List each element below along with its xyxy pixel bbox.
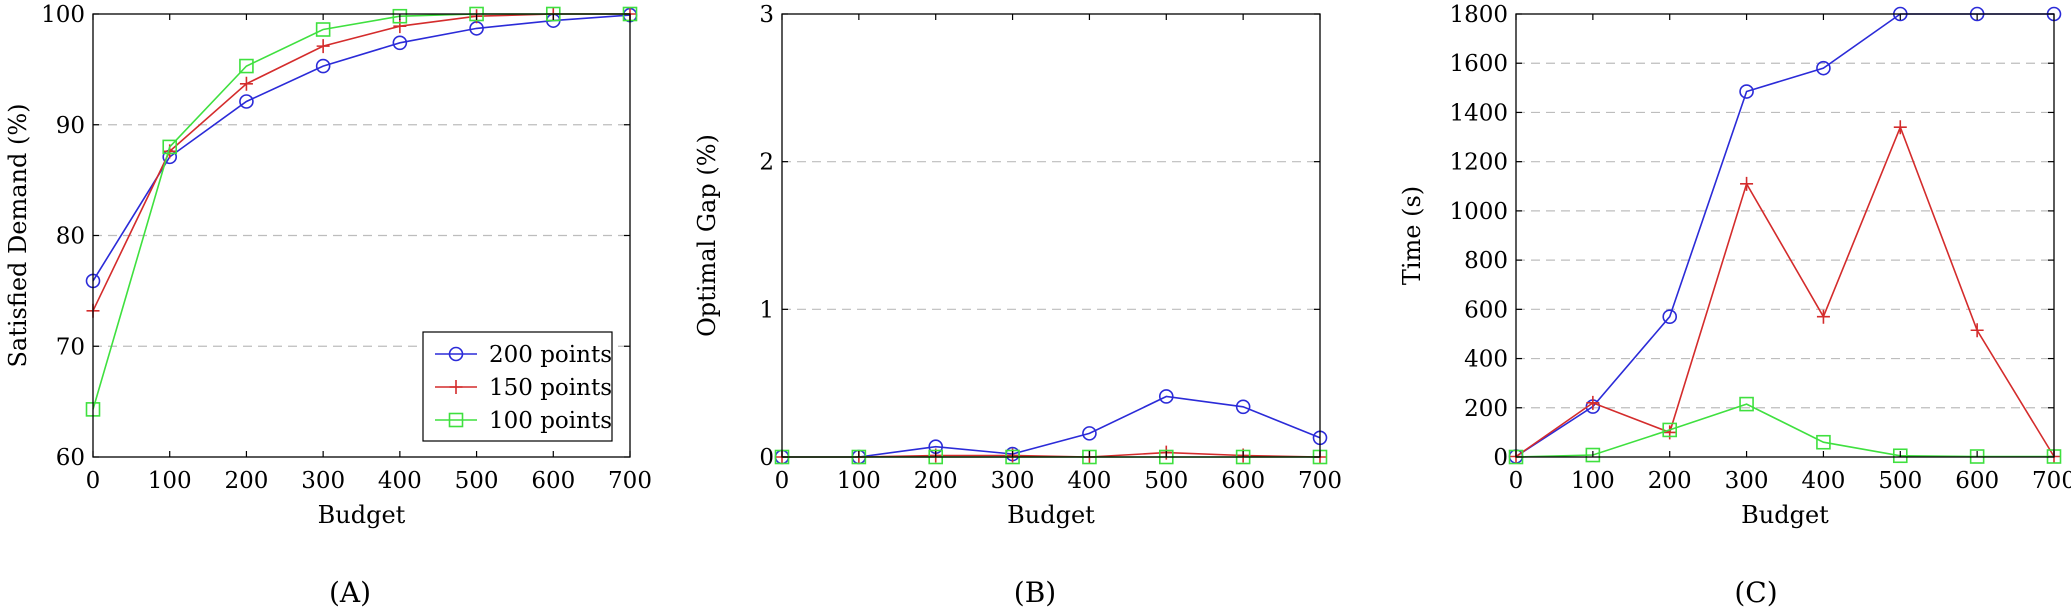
data-point xyxy=(392,8,408,24)
x-tick-label: 500 xyxy=(1144,468,1188,494)
y-tick-label: 70 xyxy=(56,334,85,360)
x-tick-label: 0 xyxy=(86,468,101,494)
subfigure-caption: (A) xyxy=(329,576,371,609)
x-tick-label: 700 xyxy=(608,468,652,494)
data-point xyxy=(393,19,407,34)
y-tick-label: 1800 xyxy=(1449,2,1508,28)
y-tick-label: 1400 xyxy=(1449,100,1508,126)
data-point xyxy=(1235,399,1251,415)
y-tick-label: 0 xyxy=(759,445,774,471)
x-tick-label: 0 xyxy=(775,468,790,494)
data-point xyxy=(315,22,331,37)
data-point xyxy=(1663,425,1677,440)
data-point xyxy=(239,76,253,91)
y-tick-label: 600 xyxy=(1464,297,1508,323)
x-tick-label: 200 xyxy=(914,468,958,494)
y-tick-label: 1 xyxy=(759,297,774,323)
data-point xyxy=(239,94,254,109)
y-tick-label: 0 xyxy=(1493,445,1508,471)
x-tick-label: 100 xyxy=(1571,468,1615,494)
x-tick-label: 500 xyxy=(1878,468,1922,494)
x-tick-label: 200 xyxy=(224,468,268,494)
x-tick-label: 700 xyxy=(1298,468,1342,494)
data-point xyxy=(1892,448,1908,464)
x-tick-label: 0 xyxy=(1509,468,1524,494)
data-point xyxy=(239,58,254,74)
data-point xyxy=(392,35,408,51)
data-point xyxy=(1816,434,1831,450)
data-point xyxy=(1662,309,1678,325)
series-group xyxy=(774,389,1328,465)
y-axis-label: Time (s) xyxy=(1398,186,1426,285)
x-tick-label: 600 xyxy=(531,468,575,494)
y-tick-label: 1000 xyxy=(1449,199,1508,225)
data-point xyxy=(1740,176,1754,191)
y-tick-label: 200 xyxy=(1464,396,1508,422)
x-tick-label: 600 xyxy=(1221,468,1265,494)
series-group xyxy=(1508,6,2062,465)
y-tick-label: 800 xyxy=(1464,248,1508,274)
x-tick-label: 500 xyxy=(455,468,499,494)
x-tick-label: 100 xyxy=(837,468,881,494)
x-axis-label: Budget xyxy=(1007,501,1095,529)
chart-panel-2: 0 100 200 300 400 500 600 700 0 1 2 3 Budget Optimal … xyxy=(693,2,1342,609)
legend-swatch-marker xyxy=(448,346,464,362)
x-tick-label: 400 xyxy=(1801,468,1845,494)
data-point xyxy=(315,58,331,74)
legend-entry: 150 points xyxy=(489,375,612,401)
x-tick-label: 300 xyxy=(1725,468,1769,494)
y-axis-label: Optimal Gap (%) xyxy=(693,134,721,337)
series-line-200-points xyxy=(1515,13,2054,458)
y-tick-label: 90 xyxy=(56,113,85,139)
data-point xyxy=(1586,395,1600,410)
data-point xyxy=(1816,309,1830,324)
legend: 200 points 150 points 100 points xyxy=(422,331,613,442)
series-line-200-points xyxy=(782,395,1321,458)
chart-panel-1: 0 100 200 300 400 500 600 700 60 70 80 90 100 Budget S… xyxy=(4,2,652,609)
y-tick-label: 80 xyxy=(56,224,85,250)
y-axis-label: Satisfied Demand (%) xyxy=(4,103,32,367)
series-line-200-points xyxy=(92,14,631,282)
data-point xyxy=(1893,120,1907,135)
data-point xyxy=(162,139,178,155)
x-tick-label: 300 xyxy=(991,468,1035,494)
x-tick-label: 700 xyxy=(2032,468,2071,494)
data-point xyxy=(1739,396,1754,412)
chart-panel-3: 0 100 200 300 400 500 600 700 0 200 400 600 800 1000 1… xyxy=(1398,2,2071,609)
data-point xyxy=(1662,422,1678,438)
y-tick-label: 1200 xyxy=(1449,150,1508,176)
data-point xyxy=(1158,389,1174,404)
x-tick-label: 400 xyxy=(378,468,422,494)
y-tick-label: 3 xyxy=(759,2,774,28)
legend-swatch-marker xyxy=(449,380,463,394)
x-tick-label: 100 xyxy=(148,468,192,494)
plot-frame xyxy=(1515,13,2055,458)
y-tick-label: 2 xyxy=(759,150,774,176)
data-point xyxy=(1739,84,1754,99)
series-line-150-points xyxy=(1515,125,2055,458)
subfigure-caption: (B) xyxy=(1014,576,1056,609)
legend-swatch-marker xyxy=(448,412,464,428)
y-tick-label: 60 xyxy=(56,445,85,471)
data-point xyxy=(1082,426,1097,441)
x-tick-label: 600 xyxy=(1955,468,1999,494)
y-tick-label: 400 xyxy=(1464,347,1508,373)
x-axis-label: Budget xyxy=(1741,501,1829,529)
x-tick-label: 300 xyxy=(301,468,345,494)
legend-entry: 200 points xyxy=(489,342,612,368)
data-point xyxy=(1585,447,1601,463)
plot-frame xyxy=(781,13,1321,458)
y-tick-label: 100 xyxy=(41,2,85,28)
x-tick-label: 400 xyxy=(1067,468,1111,494)
x-axis-label: Budget xyxy=(318,501,406,529)
subfigure-caption: (C) xyxy=(1734,576,1777,609)
data-point xyxy=(1816,60,1831,76)
data-point xyxy=(316,39,330,54)
legend-entry: 100 points xyxy=(489,408,612,434)
x-tick-label: 200 xyxy=(1648,468,1692,494)
y-tick-label: 1600 xyxy=(1449,51,1508,77)
data-point xyxy=(1970,323,1984,338)
